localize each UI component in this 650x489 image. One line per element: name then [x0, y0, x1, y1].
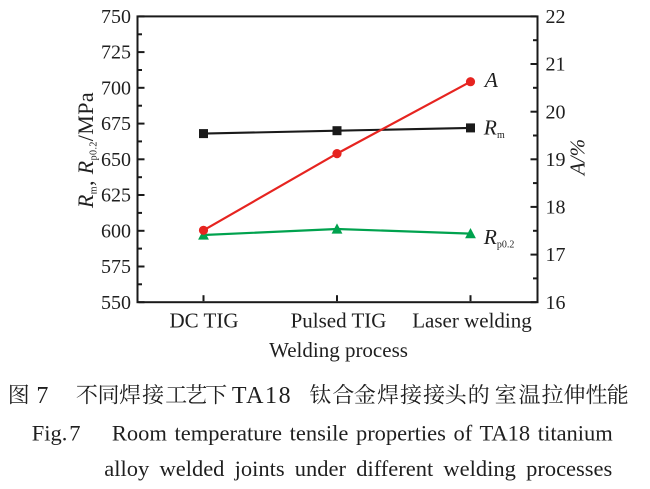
- svg-text:625: 625: [101, 185, 131, 207]
- svg-text:700: 700: [101, 77, 131, 99]
- svg-text:DC TIG: DC TIG: [169, 309, 238, 333]
- svg-text:7: 7: [69, 420, 80, 445]
- svg-text:650: 650: [101, 149, 131, 171]
- svg-text:Fig.: Fig.: [32, 420, 68, 445]
- svg-text:A: A: [483, 68, 499, 92]
- svg-text:Welding process: Welding process: [269, 338, 408, 362]
- svg-text:17: 17: [546, 244, 566, 266]
- svg-text:19: 19: [546, 149, 566, 171]
- svg-text:Room temperature tensile prope: Room temperature tensile properties of T…: [112, 420, 613, 445]
- svg-text:20: 20: [546, 101, 566, 123]
- svg-text:Laser welding: Laser welding: [412, 309, 532, 333]
- svg-text:21: 21: [546, 54, 566, 76]
- svg-text:7: 7: [36, 383, 48, 409]
- svg-text:575: 575: [101, 256, 131, 278]
- svg-text:Pulsed TIG: Pulsed TIG: [291, 309, 387, 333]
- svg-text:600: 600: [101, 220, 131, 242]
- svg-text:Rm, Rp0.2/MPa: Rm, Rp0.2/MPa: [73, 92, 100, 209]
- svg-text:18: 18: [546, 197, 566, 219]
- svg-text:A/%: A/%: [566, 139, 590, 177]
- svg-text:550: 550: [101, 292, 131, 314]
- svg-text:Rp0.2: Rp0.2: [483, 225, 515, 251]
- svg-text:675: 675: [101, 113, 131, 135]
- svg-text:TA18: TA18: [232, 383, 292, 409]
- svg-text:Rm: Rm: [483, 116, 505, 142]
- svg-text:725: 725: [101, 42, 131, 64]
- svg-text:16: 16: [546, 292, 566, 314]
- svg-text:alloy welded joints under diff: alloy welded joints under different weld…: [104, 456, 612, 481]
- svg-text:22: 22: [546, 6, 566, 28]
- svg-text:750: 750: [101, 6, 131, 28]
